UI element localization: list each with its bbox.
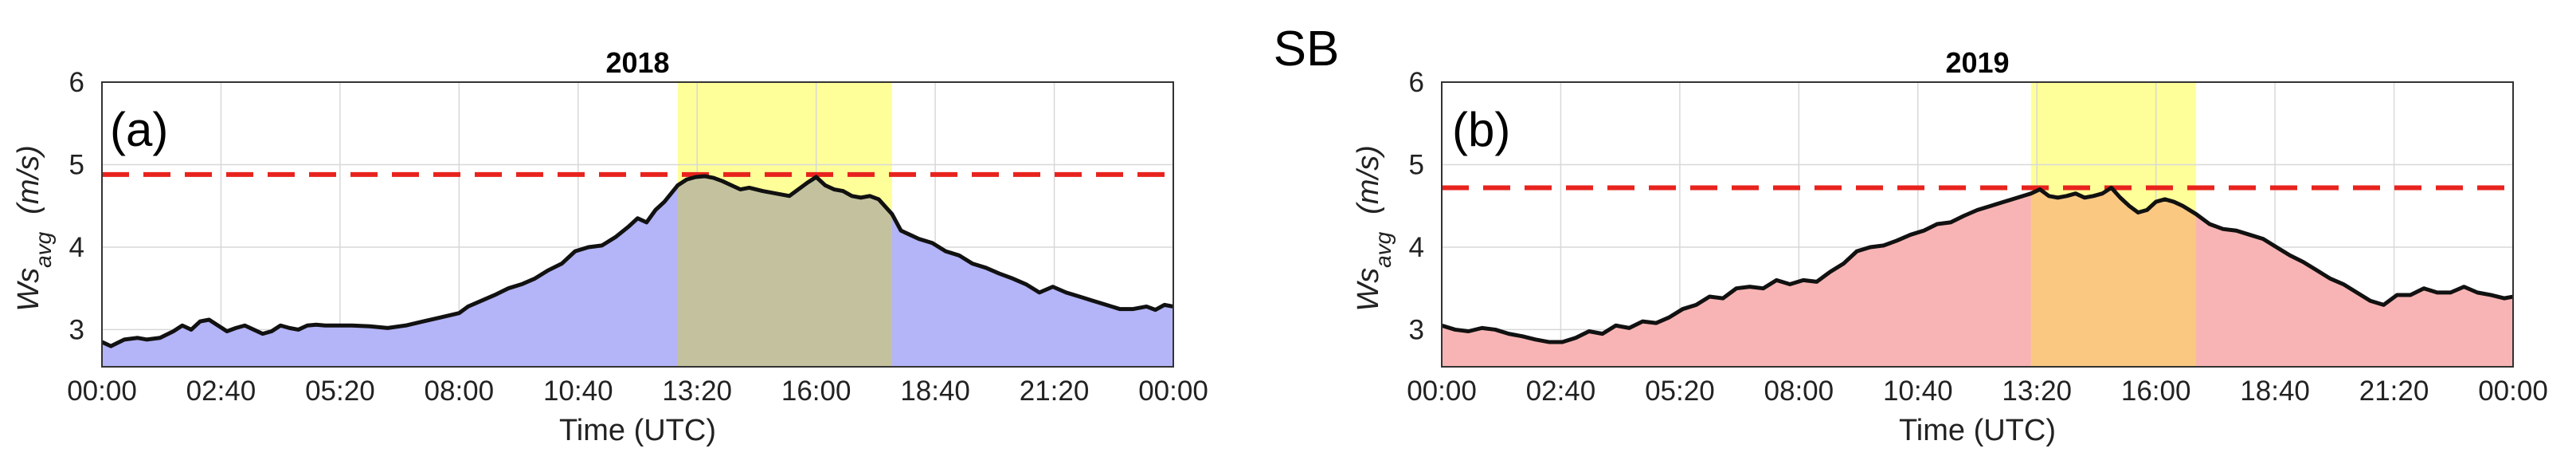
x-tick-label: 00:00 [2478,376,2548,407]
axes-frame [101,81,1174,368]
y-tick-label: 5 [1409,149,1424,180]
x-tick-label: 21:20 [2359,376,2429,407]
x-axis-label: Time (UTC) [1899,414,2056,447]
x-tick-label: 10:40 [543,376,613,407]
x-tick-label: 08:00 [425,376,495,407]
highlight-overlap-fill [2030,187,2197,367]
panel-title: 2019 [1945,46,2009,79]
x-axis-label: Time (UTC) [559,414,716,447]
chart-panel-1: 00:00 02:40 05:20 08:00 10:40 13:20 16:00 18:40… [12,46,1208,447]
x-tick-label: 18:40 [900,376,970,407]
x-tick-label: 21:20 [1020,376,1090,407]
y-label-main: Ws [1352,268,1385,312]
panel-label: (b) [1452,103,1510,156]
chart-panel-2: 00:00 02:40 05:20 08:00 10:40 13:20 16:00 18:40… [1352,46,2548,447]
y-tick-label: 3 [1409,314,1424,345]
y-tick-label: 6 [1409,67,1424,98]
y-tick-label: 3 [69,314,84,345]
area-fill [1442,187,2513,367]
y-tick-label: 4 [69,232,84,263]
x-tick-label: 02:40 [186,376,256,407]
x-tick-label: 05:20 [1645,376,1715,407]
x-tick-label: 02:40 [1526,376,1596,407]
x-tick-label: 13:20 [2002,376,2072,407]
y-tick-label: 6 [69,67,84,98]
area-fill [102,175,1173,367]
x-tick-label: 00:00 [1138,376,1208,407]
highlight-overlap-fill [677,175,892,367]
x-tick-label: 18:40 [2240,376,2310,407]
series-line-Ws_avg [1442,185,2513,344]
x-tick-label: 00:00 [67,376,137,407]
panel-title: 2018 [605,46,669,79]
y-label-main: Ws [12,268,45,312]
y-label-sub: avg [31,231,56,268]
y-axis-label: Wsavg (m/s) [12,145,56,312]
y-label-sub: avg [1371,231,1396,268]
x-tick-label: 05:20 [305,376,375,407]
panel-label: (a) [110,103,168,156]
y-axis-label: Wsavg (m/s) [1352,145,1396,312]
x-tick-label: 08:00 [1764,376,1834,407]
x-tick-label: 13:20 [662,376,732,407]
x-tick-label: 10:40 [1883,376,1953,407]
x-tick-label: 00:00 [1407,376,1477,407]
axes-frame [1441,81,2514,368]
series-line-Ws_avg [102,174,1173,348]
y-label-unit: (m/s) [12,145,45,214]
x-tick-label: 16:00 [781,376,851,407]
y-label-unit: (m/s) [1352,145,1385,214]
x-tick-label: 16:00 [2121,376,2191,407]
figure-title: SB [1274,22,1340,77]
y-tick-label: 4 [1409,232,1424,263]
y-tick-label: 5 [69,149,84,180]
